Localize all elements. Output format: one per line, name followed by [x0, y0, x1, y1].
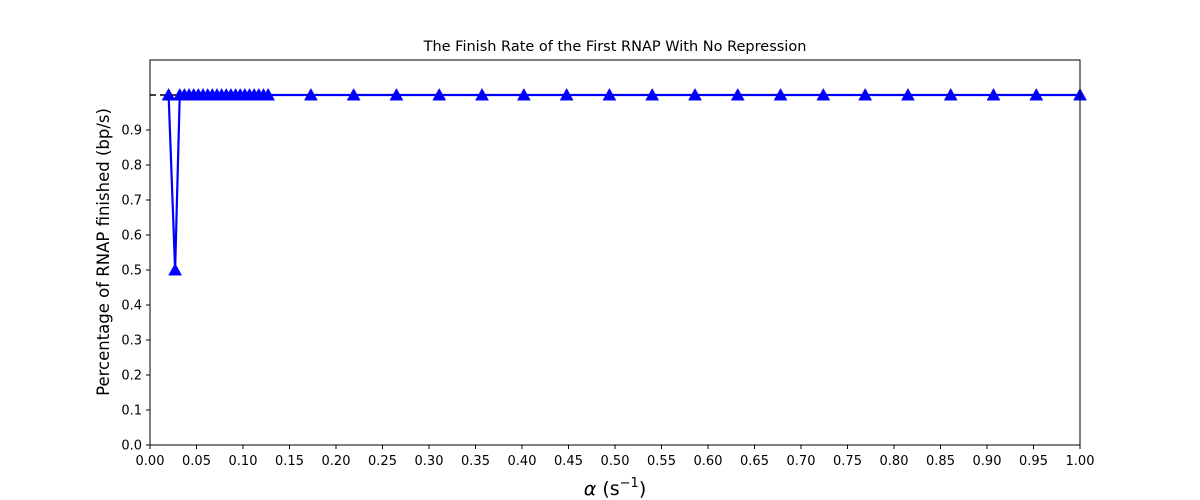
data-point — [161, 87, 176, 101]
x-axis-label-close: ) — [639, 478, 646, 500]
data-point — [346, 87, 361, 101]
y-tick-label: 0.1 — [121, 404, 142, 419]
data-point — [303, 87, 318, 101]
data-point — [475, 87, 489, 101]
x-tick-label: 0.80 — [880, 454, 909, 469]
series-line — [167, 93, 1080, 272]
x-tick-label: 0.85 — [926, 454, 955, 469]
data-point — [516, 87, 531, 101]
data-point — [816, 87, 831, 101]
y-axis-label: Percentage of RNAP finished (bp/s) — [94, 108, 113, 396]
y-tick-label: 0.2 — [121, 369, 142, 384]
data-point — [943, 87, 958, 101]
data-point — [168, 262, 183, 276]
axes-frame — [149, 59, 1081, 446]
plot-area: 0.00 0.05 0.10 0.15 0.20 0.25 0.30 0.35 0.40 0.45… — [121, 59, 1095, 469]
x-tick-label: 0.35 — [461, 454, 490, 469]
data-point — [432, 87, 447, 101]
x-tick-label: 0.90 — [973, 454, 1002, 469]
data-point — [986, 87, 1001, 101]
y-tick-label: 0.6 — [121, 229, 142, 244]
x-tick-label: 1.00 — [1066, 454, 1095, 469]
y-tick-label: 0.8 — [121, 159, 142, 174]
x-tick-label: 0.20 — [322, 454, 351, 469]
x-axis-label-unit: (s — [602, 478, 619, 500]
x-tick-label: 0.95 — [1019, 454, 1048, 469]
data-point — [389, 87, 404, 101]
x-tick-label: 0.65 — [740, 454, 769, 469]
x-tick-label: 0.40 — [508, 454, 537, 469]
x-tick-label: 0.50 — [601, 454, 630, 469]
x-tick-label: 0.70 — [787, 454, 816, 469]
y-tick-label: 0.5 — [121, 264, 142, 279]
x-tick-label: 0.10 — [229, 454, 258, 469]
data-point — [261, 87, 276, 101]
y-tick-label: 0.7 — [121, 194, 142, 209]
x-tick-label: 0.55 — [647, 454, 676, 469]
y-tick-label: 0.9 — [121, 124, 142, 139]
data-point — [688, 87, 702, 101]
data-point — [602, 87, 617, 101]
data-point — [730, 87, 745, 101]
x-tick-label: 0.25 — [368, 454, 397, 469]
y-tick-label: 0.0 — [121, 439, 142, 454]
data-point — [1029, 87, 1044, 101]
x-tick-label: 0.30 — [415, 454, 444, 469]
data-point — [901, 87, 915, 101]
x-tick-label: 0.15 — [275, 454, 304, 469]
x-tick-label: 0.60 — [694, 454, 723, 469]
x-tick-label: 0.45 — [554, 454, 583, 469]
x-axis-label: α (s−1) — [584, 476, 646, 500]
x-tick-label: 0.05 — [182, 454, 211, 469]
chart-title: The Finish Rate of the First RNAP With N… — [423, 39, 807, 55]
x-axis-label-symbol: α — [584, 478, 597, 500]
x-axis-label-exponent: −1 — [620, 476, 639, 491]
data-point — [645, 87, 660, 101]
x-tick-label: 0.00 — [136, 454, 165, 469]
data-point — [773, 87, 788, 101]
data-point — [858, 87, 873, 101]
y-tick-label: 0.4 — [121, 299, 142, 314]
data-point — [559, 87, 574, 101]
x-tick-label: 0.75 — [833, 454, 862, 469]
y-tick-label: 0.3 — [121, 334, 142, 349]
